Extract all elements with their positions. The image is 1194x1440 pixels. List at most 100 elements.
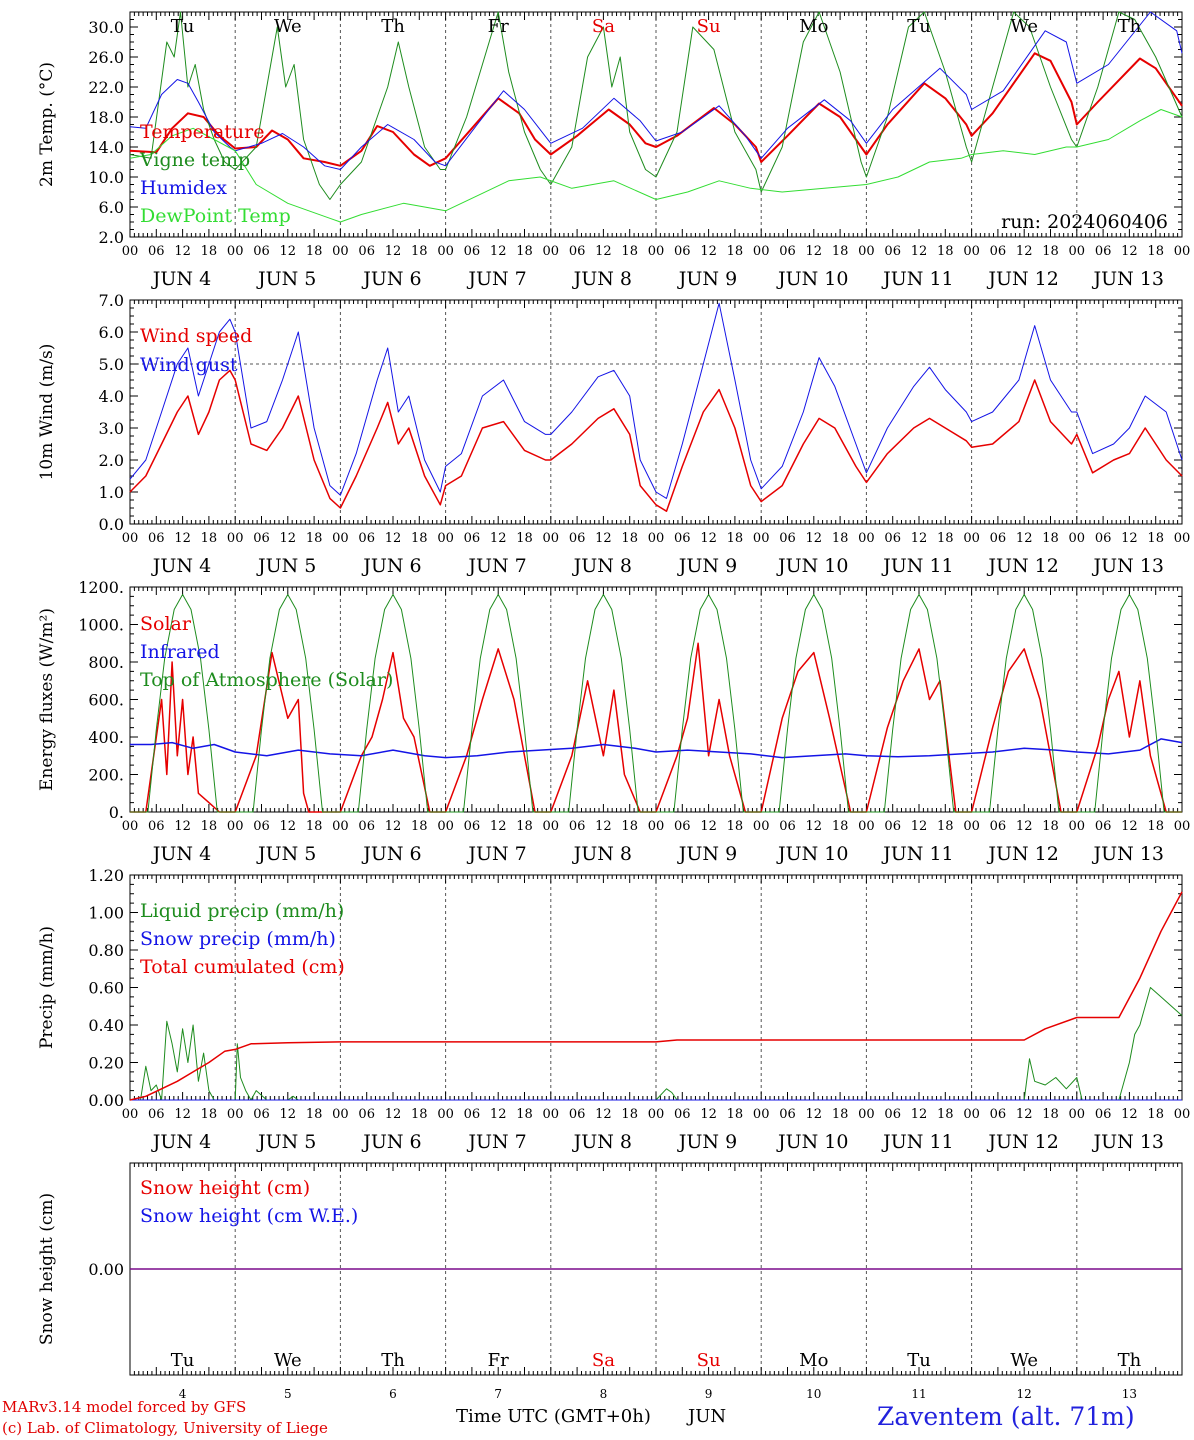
y-tick-label: 800. <box>88 653 124 672</box>
hour-tick-label: 06 <box>1095 244 1112 259</box>
weekday-label: Th <box>1118 1350 1142 1371</box>
day-number: 6 <box>389 1387 397 1401</box>
date-label: JUN 12 <box>986 1131 1058 1153</box>
hour-tick-label: 00 <box>543 244 560 259</box>
y-tick-label: 1200. <box>78 578 124 597</box>
hour-tick-label: 00 <box>437 1107 454 1122</box>
hour-tick-label: 12 <box>1016 244 1033 259</box>
footer-lab: (c) Lab. of Climatology, University of L… <box>2 1419 328 1437</box>
hour-tick-label: 00 <box>543 531 560 546</box>
date-label: JUN 12 <box>986 555 1058 577</box>
date-label: JUN 6 <box>361 1131 421 1153</box>
y-tick-label: 0.00 <box>88 1091 124 1110</box>
hour-tick-label: 18 <box>411 531 428 546</box>
hour-tick-label: 00 <box>122 819 139 834</box>
y-axis-label: 10m Wind (m/s) <box>37 344 57 481</box>
legend-entry: Snow height (cm W.E.) <box>140 1205 358 1227</box>
date-label: JUN 10 <box>776 843 848 865</box>
hour-tick-label: 18 <box>621 531 638 546</box>
hour-tick-label: 06 <box>253 819 270 834</box>
hour-tick-label: 12 <box>280 1107 297 1122</box>
hour-tick-label: 12 <box>700 244 717 259</box>
hour-tick-label: 18 <box>937 244 954 259</box>
hour-tick-label: 18 <box>1147 244 1164 259</box>
wind-panel: 0.0 1.0 2.0 3.0 4.0 5.0 6.0 7.0 10m Wind (m/s) 00… <box>37 291 1190 577</box>
date-label: JUN 7 <box>466 1131 526 1153</box>
y-tick-label: 2.0 <box>99 228 124 247</box>
hour-tick-label: 00 <box>648 819 665 834</box>
hour-tick-label: 06 <box>990 1107 1007 1122</box>
hour-tick-label: 12 <box>911 1107 928 1122</box>
hour-tick-label: 18 <box>201 531 218 546</box>
date-label: JUN 13 <box>1092 268 1164 290</box>
date-label: JUN 9 <box>677 843 737 865</box>
day-number: 4 <box>179 1387 187 1401</box>
legend-entry: Vigne temp <box>139 149 250 171</box>
hour-tick-label: 06 <box>779 819 796 834</box>
hour-tick-label: 12 <box>1016 819 1033 834</box>
hour-tick-label: 06 <box>253 1107 270 1122</box>
weekday-label: Sa <box>592 1350 615 1371</box>
hour-tick-label: 18 <box>1042 531 1059 546</box>
y-tick-label: 0.60 <box>88 979 124 998</box>
wind-frame <box>129 299 1183 525</box>
hour-tick-label: 12 <box>700 1107 717 1122</box>
hour-tick-label: 06 <box>569 531 586 546</box>
hour-tick-label: 00 <box>858 244 875 259</box>
hour-tick-label: 18 <box>832 531 849 546</box>
hour-tick-label: 00 <box>227 819 244 834</box>
y-tick-label: 4.0 <box>99 387 124 406</box>
hour-tick-label: 18 <box>201 819 218 834</box>
date-label: JUN 8 <box>572 555 632 577</box>
weekday-label: Tu <box>907 16 931 37</box>
legend-entry: Snow precip (mm/h) <box>140 928 336 950</box>
hour-tick-label: 12 <box>595 244 612 259</box>
date-label: JUN 13 <box>1092 1131 1164 1153</box>
day-number: 10 <box>806 1387 821 1401</box>
date-label: JUN 6 <box>361 843 421 865</box>
hour-tick-label: 00 <box>1069 819 1086 834</box>
hour-tick-label: 18 <box>306 531 323 546</box>
hour-tick-label: 06 <box>358 244 375 259</box>
weekday-label: Th <box>1118 16 1142 37</box>
hour-tick-label: 06 <box>990 531 1007 546</box>
hour-tick-label: 18 <box>727 1107 744 1122</box>
day-number: 13 <box>1122 1387 1137 1401</box>
hour-tick-label: 12 <box>174 819 191 834</box>
y-tick-label: 7.0 <box>99 291 124 310</box>
hour-tick-label: 00 <box>648 244 665 259</box>
hour-tick-label: 12 <box>806 531 823 546</box>
hour-tick-label: 12 <box>490 1107 507 1122</box>
hour-tick-label: 18 <box>621 819 638 834</box>
series-line-wind <box>129 369 1183 512</box>
hour-tick-label: 12 <box>806 819 823 834</box>
hour-tick-label: 18 <box>1042 819 1059 834</box>
y-tick-label: 22.0 <box>88 78 124 97</box>
date-label: JUN 8 <box>572 843 632 865</box>
energy-panel: 0. 200. 400. 600. 800. 1000. 1200. Energy fluxe… <box>37 578 1190 865</box>
hour-tick-label: 18 <box>727 244 744 259</box>
hour-tick-label: 18 <box>1147 1107 1164 1122</box>
hour-tick-label: 18 <box>1147 531 1164 546</box>
y-tick-label: 200. <box>88 766 124 785</box>
hour-tick-label: 06 <box>674 819 691 834</box>
hour-tick-label: 12 <box>385 244 402 259</box>
hour-tick-label: 18 <box>937 1107 954 1122</box>
hour-tick-label: 06 <box>674 244 691 259</box>
y-tick-label: 6.0 <box>99 198 124 217</box>
weekday-label: Mo <box>799 1350 828 1371</box>
legend-entry: Total cumulated (cm) <box>140 956 345 978</box>
hour-tick-label: 18 <box>621 1107 638 1122</box>
hour-tick-label: 06 <box>358 531 375 546</box>
date-label: JUN 6 <box>361 268 421 290</box>
day-number: 9 <box>705 1387 713 1401</box>
hour-tick-label: 00 <box>858 531 875 546</box>
date-label: JUN 7 <box>466 843 526 865</box>
day-number: 11 <box>911 1387 926 1401</box>
y-tick-label: 2.0 <box>99 451 124 470</box>
temperature-panel: 2.0 6.0 10.0 14.0 18.0 22.0 26.0 30.0 2m Temp. (… <box>37 11 1190 290</box>
date-label: JUN 4 <box>151 843 211 865</box>
hour-tick-label: 12 <box>385 1107 402 1122</box>
weekday-label: We <box>274 16 302 37</box>
weekday-label: Mo <box>799 16 828 37</box>
